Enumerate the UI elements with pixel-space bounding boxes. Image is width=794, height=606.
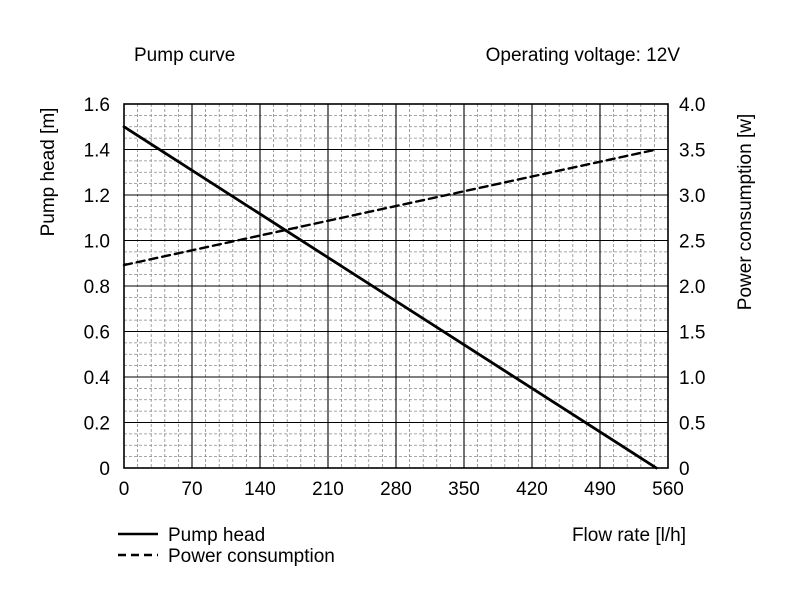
series-line-pump-head: [122, 125, 658, 470]
y-tick-labels: 0 0.2 0.4 0.6 0.8 1.0 1.2 1.4 1.6: [84, 95, 111, 480]
y-tick-label: 1.6: [84, 95, 110, 116]
x-tick-label: 140: [244, 479, 276, 500]
y-tick-label: 0: [99, 459, 110, 480]
y2-tick-label: 1.5: [679, 323, 705, 344]
y2-tick-label: 1.0: [679, 368, 705, 389]
legend: Pump head Power consumption: [118, 525, 335, 567]
x-tick-label: 560: [652, 479, 684, 500]
x-tick-labels: 0 70 140 210 280 350 420 490 560: [119, 479, 684, 500]
legend-label-power-consumption: Power consumption: [168, 546, 335, 567]
x-tick-label: 280: [380, 479, 412, 500]
chart-subtitle: Operating voltage: 12V: [486, 45, 681, 66]
y-tick-label: 1.2: [84, 186, 110, 207]
y2-tick-label: 3.0: [679, 186, 705, 207]
x-tick-label: 0: [119, 479, 130, 500]
y2-tick-label: 2.5: [679, 232, 705, 253]
x-tick-label: 70: [181, 479, 202, 500]
series-line-power-consumption: [122, 148, 658, 267]
y2-axis-label: Power consumption [w]: [735, 114, 756, 310]
plot-frame: [123, 103, 669, 469]
y-tick-label: 0.8: [84, 277, 110, 298]
y2-tick-label: 0: [679, 459, 690, 480]
y2-tick-labels: 0 0.5 1.0 1.5 2.0 2.5 3.0 3.5 4.0: [679, 95, 705, 480]
y-tick-label: 1.4: [84, 141, 111, 162]
y-tick-label: 1.0: [84, 232, 110, 253]
y-tick-label: 0.4: [84, 368, 111, 389]
y-axis-label: Pump head [m]: [38, 108, 59, 237]
y-tick-label: 0.6: [84, 323, 110, 344]
x-tick-label: 210: [312, 479, 344, 500]
y-tick-label: 0.2: [84, 414, 110, 435]
series-layer: [122, 125, 658, 470]
chart-title: Pump curve: [134, 45, 235, 66]
x-tick-label: 350: [448, 479, 480, 500]
legend-label-pump-head: Pump head: [168, 525, 265, 546]
x-tick-label: 490: [584, 479, 616, 500]
y2-tick-label: 4.0: [679, 95, 705, 116]
y2-tick-label: 3.5: [679, 141, 705, 162]
y2-tick-label: 2.0: [679, 277, 705, 298]
y2-tick-label: 0.5: [679, 414, 705, 435]
x-axis-label: Flow rate [l/h]: [572, 525, 686, 546]
x-tick-label: 420: [516, 479, 548, 500]
major-grid: [124, 104, 668, 468]
